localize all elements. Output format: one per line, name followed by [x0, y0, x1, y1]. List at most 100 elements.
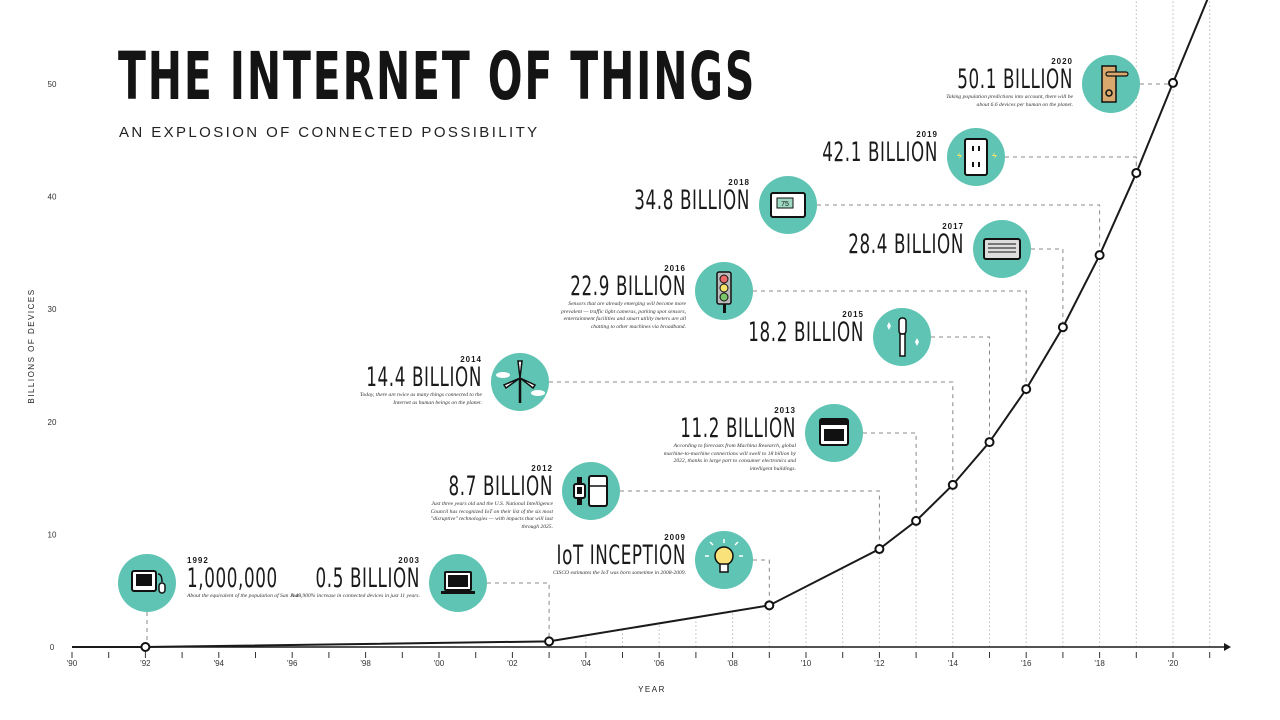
data-point-marker: [764, 600, 775, 611]
callout-2009-lightbulb-icon: [695, 531, 753, 589]
callout-year: 2017: [942, 222, 964, 231]
callout-year: 2015: [842, 310, 864, 319]
callout-value: 18.2 BILLION: [748, 317, 864, 348]
data-point-marker: [1057, 322, 1068, 333]
callout-value: 50.1 BILLION: [957, 64, 1073, 95]
connector-line: [620, 490, 880, 550]
x-axis-label: YEAR: [638, 685, 666, 694]
callout-value: 11.2 BILLION: [680, 413, 796, 444]
callout-value: 34.8 BILLION: [634, 185, 750, 216]
callout-2017: 2017 28.4 BILLION: [724, 222, 964, 259]
callout-2019: 2019 42.1 BILLION: [698, 130, 938, 167]
x-tick-label: '04: [581, 659, 592, 668]
x-tick-label: '16: [1021, 659, 1032, 668]
data-point-marker: [947, 479, 958, 490]
callout-2012: 2012 8.7 BILLION Just three years old an…: [313, 464, 553, 531]
x-tick-label: '00: [434, 659, 445, 668]
data-point-marker: [1021, 384, 1032, 395]
x-tick-label: '94: [214, 659, 225, 668]
data-point-marker: [984, 437, 995, 448]
x-tick-label: '08: [727, 659, 738, 668]
svg-text:75: 75: [781, 201, 789, 208]
callout-2018: 2018 34.8 BILLION: [510, 178, 750, 215]
x-tick-label: '10: [801, 659, 812, 668]
callout-1992: 1992 1,000,000 About the equivalent of t…: [187, 556, 427, 601]
connector-line: [931, 336, 990, 443]
y-tick-label: 20: [48, 418, 57, 427]
x-tick-label: '18: [1094, 659, 1105, 668]
callout-value: 1,000,000: [187, 563, 278, 594]
x-axis-arrow: [1224, 643, 1231, 651]
callout-description: About the equivalent of the population o…: [187, 593, 302, 599]
callout-2013-oven-icon: [805, 404, 863, 462]
callout-2012-watch-fridge-icon: [562, 462, 620, 520]
page-title: THE INTERNET OF THINGS: [118, 38, 757, 115]
callout-2014: 2014 14.4 BILLION Today, there are twice…: [242, 355, 482, 407]
callout-value: IoT INCEPTION: [556, 540, 686, 571]
callout-2003: 2003 0.5 BILLION A 49,900% increase in c…: [180, 556, 420, 601]
x-tick-label: '02: [507, 659, 518, 668]
connector-line: [817, 204, 1101, 256]
x-tick-label: '06: [654, 659, 665, 668]
callout-description: A 49,900% increase in connected devices …: [290, 593, 420, 599]
y-tick-label: 40: [48, 193, 57, 202]
x-tick-label: '90: [67, 659, 78, 668]
callout-description: Just three years old and the U.S. Nation…: [430, 501, 553, 530]
callout-value: 42.1 BILLION: [822, 137, 938, 168]
callout-year: 2016: [664, 264, 686, 273]
y-tick-label: 0: [50, 643, 55, 652]
x-tick-label: '92: [140, 659, 151, 668]
callout-1992-computer-icon: [118, 554, 176, 612]
page-subtitle: AN EXPLOSION OF CONNECTED POSSIBILITY: [119, 124, 540, 141]
callout-year: 2020: [1051, 57, 1073, 66]
callout-value: 14.4 BILLION: [366, 362, 482, 393]
callout-2014-wind-turbine-icon: [491, 353, 549, 411]
data-point-marker: [1131, 167, 1142, 178]
connector-line: [863, 432, 917, 521]
y-tick-label: 10: [48, 530, 57, 539]
connector-line: [487, 582, 550, 642]
callout-2013: 2013 11.2 BILLION According to forecasts…: [556, 406, 796, 473]
callout-year: 2013: [774, 406, 796, 415]
connector-line: [753, 290, 1027, 390]
data-point-marker: [544, 636, 555, 647]
callout-year: 2019: [916, 130, 938, 139]
callout-value: 8.7 BILLION: [448, 471, 553, 502]
y-tick-label: 30: [48, 305, 57, 314]
data-point-marker: [911, 515, 922, 526]
x-tick-label: '96: [287, 659, 298, 668]
y-axis-label: BILLIONS OF DEVICES: [27, 288, 36, 403]
callout-value: 0.5 BILLION: [315, 563, 420, 594]
callout-year: 2012: [531, 464, 553, 473]
connector-line: [1005, 156, 1137, 173]
callout-2019-power-outlet-icon: [947, 128, 1005, 186]
callout-value: 22.9 BILLION: [570, 271, 686, 302]
callout-year: 2014: [460, 355, 482, 364]
callout-year: 1992: [187, 556, 209, 565]
callout-2003-laptop-icon: [429, 554, 487, 612]
x-tick-label: '14: [948, 659, 959, 668]
connector-line: [1031, 248, 1064, 328]
callout-2018-thermostat-icon: 75: [759, 176, 817, 234]
callout-description: Today, there are twice as many things co…: [359, 392, 482, 406]
y-tick-label: 50: [48, 80, 57, 89]
callout-description: Taking population predictions into accou…: [946, 94, 1073, 108]
x-tick-label: '12: [874, 659, 885, 668]
callout-2017-air-conditioner-icon: [973, 220, 1031, 278]
callout-value: 28.4 BILLION: [848, 229, 964, 260]
callout-year: 2009: [664, 533, 686, 542]
callout-year: 2003: [398, 556, 420, 565]
callout-2009: 2009 IoT INCEPTION CISCO estimates the I…: [446, 533, 686, 578]
callout-year: 2018: [728, 178, 750, 187]
x-tick-label: '98: [360, 659, 371, 668]
x-tick-label: '20: [1168, 659, 1179, 668]
data-point-marker: [1094, 250, 1105, 261]
callout-2015: 2015 18.2 BILLION: [624, 310, 864, 347]
callout-2015-toothbrush-icon: [873, 308, 931, 366]
callout-2020: 2020 50.1 BILLION Taking population pred…: [833, 57, 1073, 109]
data-point-marker: [1168, 77, 1178, 88]
callout-2020-door-lock-icon: [1082, 55, 1140, 113]
callout-2016: 2016 22.9 BILLION Sensors that are alrea…: [446, 264, 686, 331]
